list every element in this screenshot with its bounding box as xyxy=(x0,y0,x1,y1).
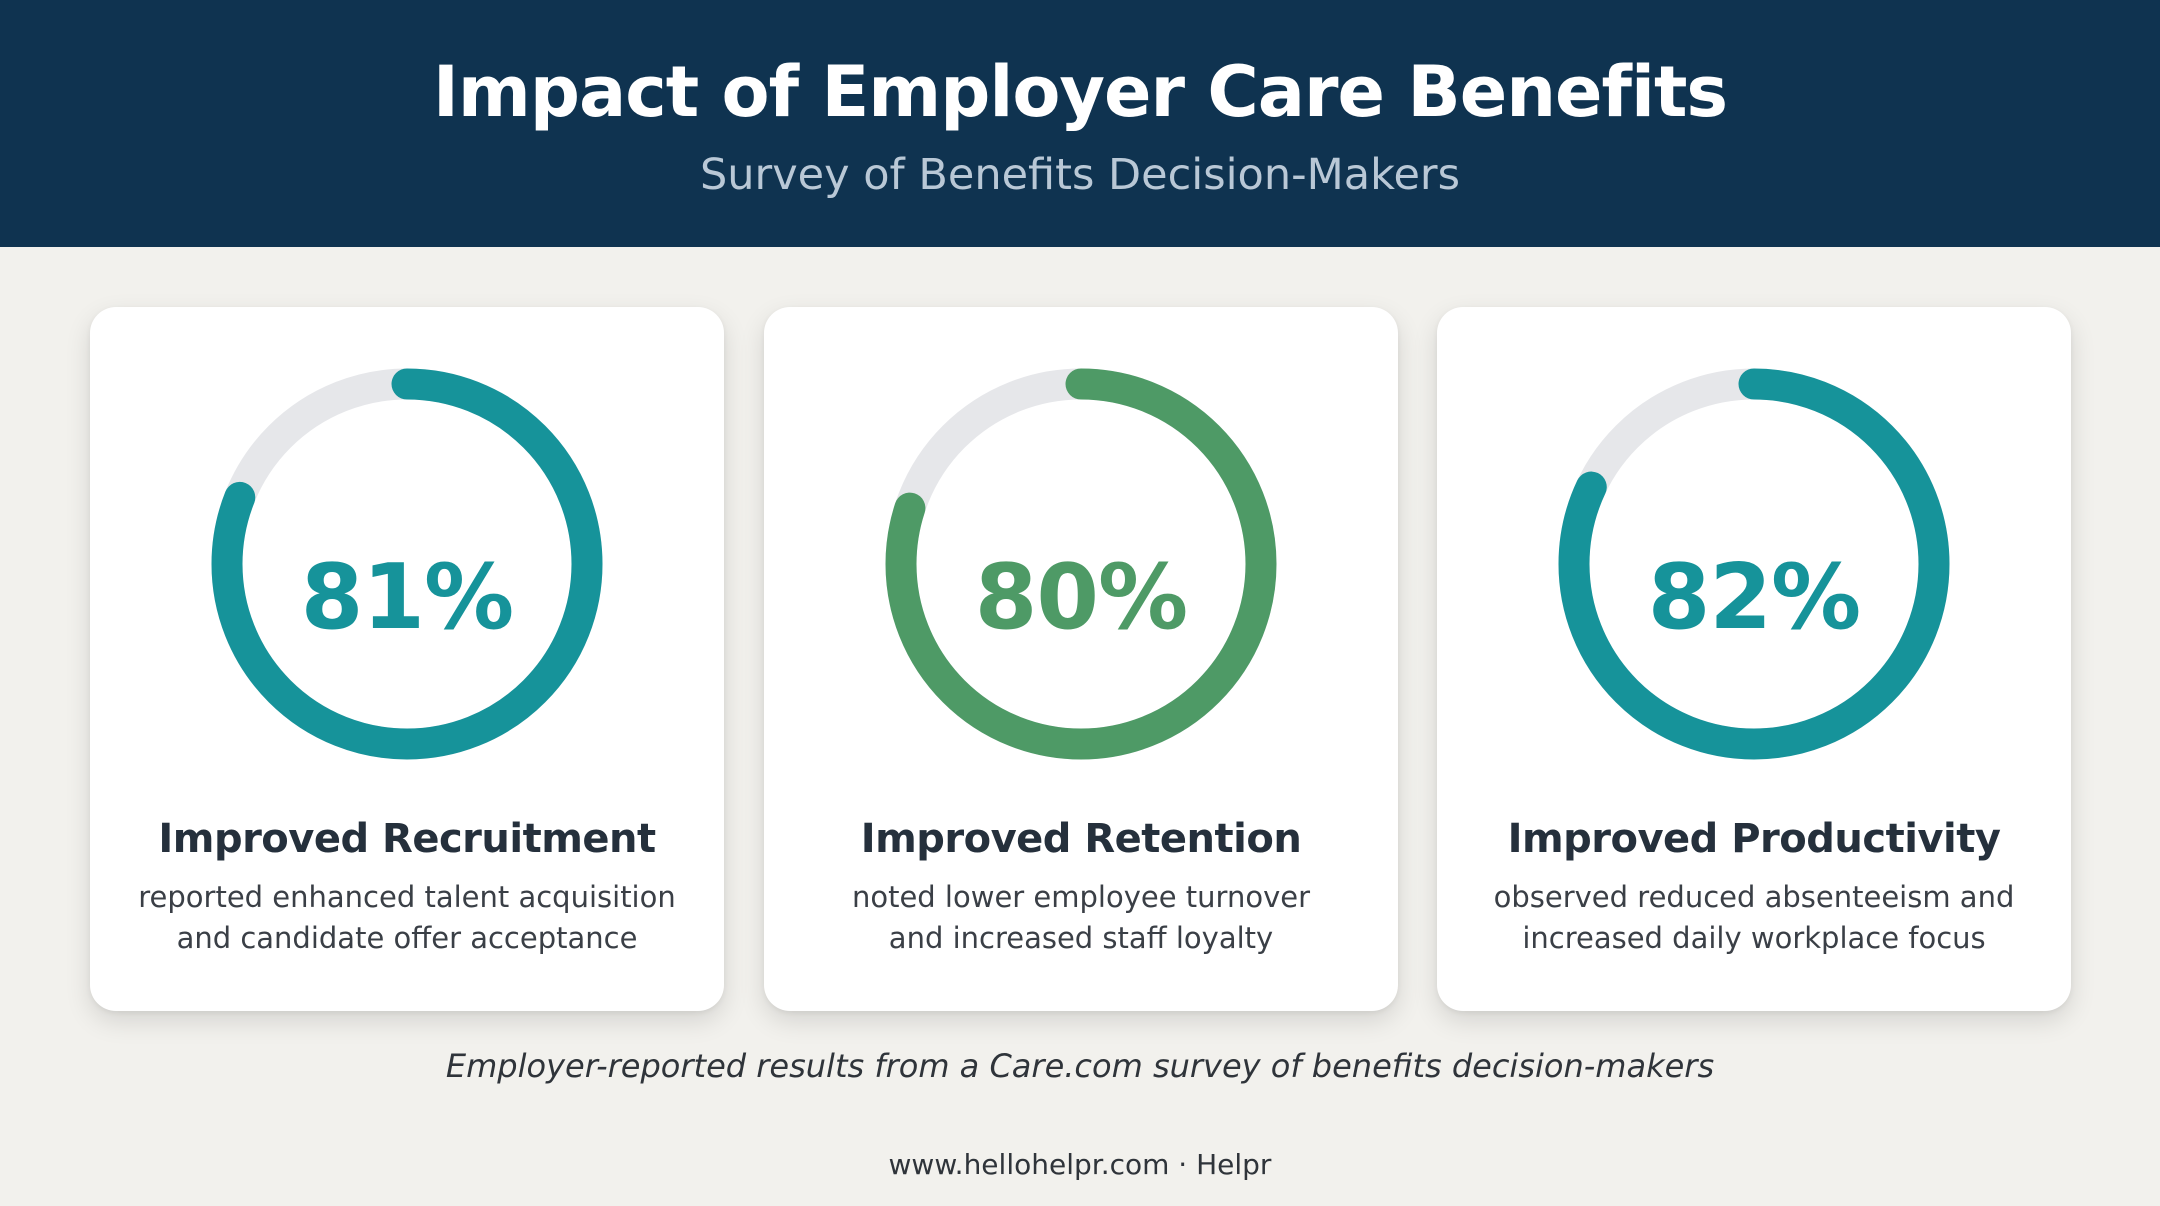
percent-label: 82% xyxy=(1647,545,1861,650)
source-link[interactable]: www.hellohelpr.com · Helpr xyxy=(888,1148,1272,1181)
page-subtitle: Survey of Benefits Decision-Makers xyxy=(700,150,1460,200)
progress-ring: 81% xyxy=(201,358,613,770)
description-line: increased daily workplace focus xyxy=(1522,921,1986,955)
card-description: noted lower employee turnover and increa… xyxy=(764,877,1398,959)
page-title: Impact of Employer Care Benefits xyxy=(432,51,1728,133)
ring-arc-productivity xyxy=(1558,368,1950,760)
card-description: reported enhanced talent acquisition and… xyxy=(90,877,724,959)
description-line: reported enhanced talent acquisition xyxy=(138,880,676,914)
footnote: Employer-reported results from a Care.co… xyxy=(445,1047,1715,1085)
ring-arc-retention xyxy=(885,368,1277,760)
card-title: Improved Retention xyxy=(860,816,1302,862)
percent-label: 80% xyxy=(974,545,1188,650)
percent-label: 81% xyxy=(300,545,514,650)
ring-arc-recruitment xyxy=(211,368,603,760)
ring-svg xyxy=(1558,368,1950,760)
card-title: Improved Recruitment xyxy=(158,816,656,862)
description-line: and increased staff loyalty xyxy=(888,921,1274,955)
stat-card-retention: 80% Improved Retention noted lower emplo… xyxy=(764,307,1398,1011)
ring-svg xyxy=(885,368,1277,760)
description-line: and candidate offer acceptance xyxy=(176,921,638,955)
ring-svg xyxy=(211,368,603,760)
progress-ring: 82% xyxy=(1548,358,1960,770)
description-line: noted lower employee turnover xyxy=(851,880,1311,914)
card-title: Improved Productivity xyxy=(1507,816,2001,862)
stat-card-productivity: 82% Improved Productivity observed reduc… xyxy=(1437,307,2071,1011)
description-line: observed reduced absenteeism and xyxy=(1493,880,2015,914)
card-description: observed reduced absenteeism and increas… xyxy=(1437,877,2071,959)
header-banner: Impact of Employer Care Benefits Survey … xyxy=(0,0,2160,247)
progress-ring: 80% xyxy=(875,358,1287,770)
stat-card-recruitment: 81% Improved Recruitment reported enhanc… xyxy=(90,307,724,1011)
